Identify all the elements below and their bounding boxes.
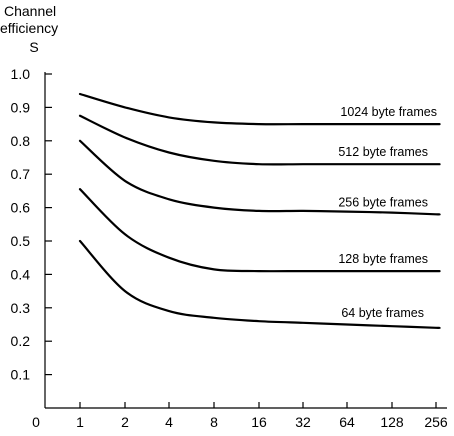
series-line-128-byte [78, 188, 441, 273]
x-tick-label-256: 256 [424, 414, 448, 430]
x-ticks: 0 1 2 4 8 16 32 64 128 256 [32, 402, 448, 430]
y-tick-label-0.6: 0.6 [11, 200, 31, 216]
y-tick-label-0.9: 0.9 [11, 99, 31, 115]
x-tick-label-0: 0 [32, 414, 40, 430]
y-tick-label-1.0: 1.0 [11, 66, 31, 82]
x-tick-label-4: 4 [165, 414, 173, 430]
x-tick-label-16: 16 [251, 414, 267, 430]
y-tick-label-0.8: 0.8 [11, 133, 31, 149]
series-line-64-byte [78, 239, 441, 330]
x-tick-label-2: 2 [121, 414, 129, 430]
y-tick-label-0.2: 0.2 [11, 333, 31, 349]
x-tick-label-1: 1 [76, 414, 84, 430]
y-tick-label-0.1: 0.1 [11, 367, 31, 383]
series-labels: 1024 byte frames 512 byte frames 256 byte … [338, 105, 437, 320]
y-axis-label-line-1: Channel [4, 3, 56, 19]
series-label-1024-byte: 1024 byte frames [340, 105, 437, 119]
series-line-512-byte [78, 114, 441, 166]
y-ticks: 0.1 0.2 0.3 0.4 0.5 0.6 0.7 0.8 0.9 1.0 [11, 66, 52, 383]
x-tick-label-128: 128 [380, 414, 404, 430]
y-tick-label-0.5: 0.5 [11, 233, 31, 249]
series-line-1024-byte [78, 92, 441, 126]
y-axis-label-line-3: S [29, 39, 38, 55]
series-label-256-byte: 256 byte frames [338, 195, 428, 209]
series-label-64-byte: 64 byte frames [341, 306, 424, 320]
y-tick-label-0.4: 0.4 [11, 266, 31, 282]
x-tick-label-64: 64 [339, 414, 355, 430]
x-tick-label-8: 8 [210, 414, 218, 430]
y-tick-label-0.3: 0.3 [11, 300, 31, 316]
series-label-128-byte: 128 byte frames [338, 252, 428, 266]
x-tick-label-32: 32 [295, 414, 311, 430]
y-tick-label-0.7: 0.7 [11, 166, 31, 182]
series-lines [78, 92, 441, 330]
series-label-512-byte: 512 byte frames [338, 145, 428, 159]
y-axis-label-line-2: efficiency [0, 20, 58, 36]
series-line-256-byte [78, 139, 441, 216]
